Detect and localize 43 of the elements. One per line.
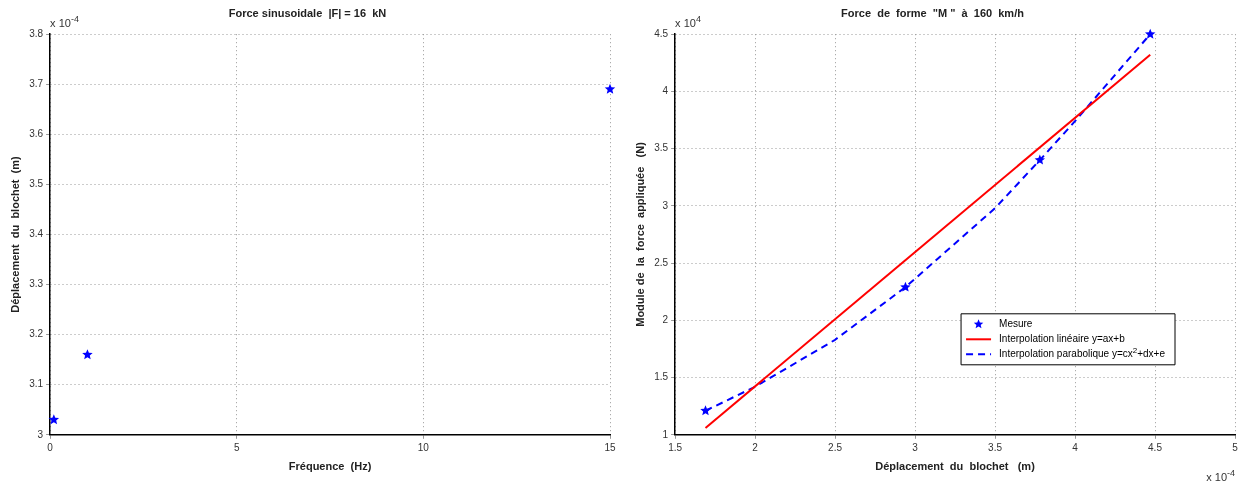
y-tick-label: 3.4: [29, 228, 44, 240]
x-tick-label: 3.5: [988, 441, 1003, 453]
y-tick-label: 2: [662, 314, 669, 326]
y-tick-label: 3.5: [654, 142, 669, 154]
y-tick-label: 1.5: [654, 371, 669, 383]
point: [1144, 28, 1156, 39]
point: [700, 405, 711, 416]
y-axis-title: Module de la force appliquée (N): [633, 141, 646, 327]
y-tick-label: 1: [662, 428, 669, 440]
y-tick-label: 3.6: [29, 128, 44, 140]
x-tick-label: 2.5: [828, 441, 843, 453]
y-axis-title: Déplacement du blochet (m): [8, 155, 21, 313]
y-tick-label: 3: [37, 428, 44, 440]
x-tick-label: 10: [417, 441, 430, 453]
y-tick-label: 3.1: [29, 378, 44, 390]
x-tick-label: 5: [233, 441, 240, 453]
y-tick-label: 2.5: [654, 256, 669, 268]
y-tick-label: 3.5: [29, 178, 44, 190]
y-tick-label: 3.2: [29, 328, 44, 340]
x-axis-title: Fréquence (Hz): [288, 460, 372, 473]
x-tick-label: 3: [912, 441, 919, 453]
point: [1034, 154, 1046, 165]
x-tick-label: 15: [604, 441, 616, 453]
chart-title: Force de forme "M " à 160 km/h: [841, 6, 1025, 19]
y-tick-label: 3.3: [29, 278, 44, 290]
x-tick-label: 4.5: [1148, 441, 1163, 453]
x-tick-label: 4: [1072, 441, 1079, 453]
y-tick-label: 4: [662, 85, 669, 97]
y-tick-label: 4.5: [654, 27, 669, 39]
point: [82, 349, 93, 360]
y-tick-label: 3.7: [29, 78, 44, 90]
point: [48, 414, 60, 425]
y-tick-label: 3.8: [29, 27, 44, 39]
x-tick-label: 5: [1232, 441, 1239, 453]
y-tick-label: 3: [662, 199, 669, 211]
chart-title: Force sinusoidale |F| = 16 kN: [228, 6, 387, 19]
legend-label: Interpolation linéaire y=ax+b: [999, 333, 1126, 345]
x-tick-label: 2: [752, 441, 759, 453]
x-tick-label: 0: [47, 441, 54, 453]
point: [900, 281, 911, 292]
x-axis-title: Déplacement du blochet (m): [875, 460, 1036, 473]
point: [604, 83, 616, 94]
legend-label: Mesure: [999, 318, 1033, 330]
